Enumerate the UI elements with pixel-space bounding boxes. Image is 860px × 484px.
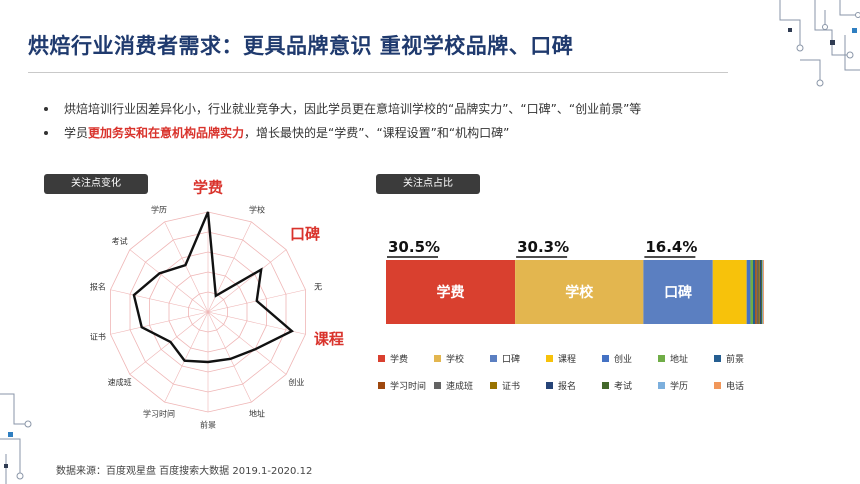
circuit-decoration-bottom-left bbox=[0, 393, 32, 484]
bar-inner-label: 学校 bbox=[565, 284, 594, 301]
bullet-prefix: 学员 bbox=[64, 126, 89, 140]
legend-label: 课程 bbox=[558, 354, 576, 365]
bullet-dot bbox=[44, 131, 48, 135]
bullet-item: 烘焙培训行业因差异化小，行业就业竞争大，因此学员更在意培训学校的“品牌实力”、“… bbox=[44, 100, 641, 124]
legend-label: 创业 bbox=[614, 353, 632, 365]
legend-swatch bbox=[546, 355, 553, 362]
legend-label: 考试 bbox=[614, 380, 632, 392]
radar-axis-label: 学历 bbox=[151, 205, 167, 215]
bar-segment-口碑 bbox=[643, 260, 713, 324]
bar-inner-label: 学费 bbox=[437, 284, 465, 301]
radar-axis-label: 速成班 bbox=[108, 377, 132, 387]
bar-segment-电话 bbox=[763, 260, 764, 324]
radar-spoke bbox=[129, 249, 209, 313]
bullet-item: 学员更加务实和在意机构品牌实力，增长最快的是“学费”、“课程设置”和“机构口碑” bbox=[44, 124, 641, 148]
bar-segment-速成班 bbox=[756, 260, 759, 324]
legend-label: 报名 bbox=[558, 380, 576, 392]
radar-spoke bbox=[110, 289, 209, 313]
legend-swatch bbox=[434, 355, 441, 362]
bar-inner-label: 口碑 bbox=[664, 284, 692, 301]
radar-axis-label: 课程 bbox=[314, 330, 344, 348]
radar-axis-label: 无 bbox=[314, 282, 322, 291]
legend-swatch bbox=[378, 355, 385, 362]
radar-axis-label: 地址 bbox=[249, 408, 265, 418]
bar-value-label: 30.5% bbox=[388, 238, 440, 256]
legend-swatch bbox=[658, 382, 665, 389]
data-source: 数据来源：百度观星盘 百度搜索大数据 2019.1-2020.12 bbox=[56, 466, 313, 477]
radar-axis-label: 报名 bbox=[90, 281, 106, 291]
legend-label: 学习时间 bbox=[390, 380, 426, 392]
legend-swatch bbox=[602, 382, 609, 389]
legend-label: 学费 bbox=[390, 353, 408, 365]
bar-segment-创业 bbox=[746, 260, 751, 324]
radar-spoke bbox=[164, 311, 209, 403]
bullet-suffix: ，增长最快的是“学费”、“课程设置”和“机构口碑” bbox=[244, 126, 510, 140]
circuit-decoration-top-right bbox=[779, 0, 860, 87]
legend-swatch bbox=[378, 382, 385, 389]
legend-label: 学校 bbox=[446, 353, 464, 365]
radar-axis-label: 学费 bbox=[193, 179, 223, 197]
bar-segment-前景 bbox=[752, 260, 756, 324]
slide-title: 烘焙行业消费者需求：更具品牌意识 重视学校品牌、口碑 bbox=[28, 34, 574, 58]
legend-label: 速成班 bbox=[446, 380, 473, 392]
legend-label: 证书 bbox=[502, 381, 520, 392]
legend-swatch bbox=[714, 382, 721, 389]
radar-spoke bbox=[207, 311, 252, 403]
bar-value-label: 16.4% bbox=[645, 238, 697, 256]
legend-label: 前景 bbox=[726, 353, 744, 365]
radar-axis-label: 学校 bbox=[249, 205, 265, 215]
bar-segment-证书 bbox=[758, 260, 760, 324]
legend-swatch bbox=[602, 355, 609, 362]
bullet-list: 烘焙培训行业因差异化小，行业就业竞争大，因此学员更在意培训学校的“品牌实力”、“… bbox=[44, 100, 641, 148]
legend-swatch bbox=[546, 382, 553, 389]
radar-axis-label: 口碑 bbox=[290, 225, 320, 243]
legend-label: 地址 bbox=[670, 353, 688, 365]
radar-spoke bbox=[110, 311, 209, 335]
legend-label: 学历 bbox=[670, 380, 688, 392]
bar-segment-考试 bbox=[761, 260, 763, 324]
bar-segment-报名 bbox=[759, 260, 762, 324]
bar-segment-学历 bbox=[762, 260, 764, 324]
bar-segment-学校 bbox=[515, 260, 644, 324]
legend-swatch bbox=[490, 382, 497, 389]
radar-axis-label: 创业 bbox=[288, 377, 304, 387]
radar-chart-title: 关注点变化 bbox=[44, 174, 148, 194]
radar-axis-label: 考试 bbox=[112, 236, 128, 246]
stacked-bar-chart: 30.5%学费30.3%学校16.4%口碑学费 学校 口碑 课程 创业 地址 前景学习时间速… bbox=[378, 238, 764, 392]
radar-spoke bbox=[129, 311, 209, 375]
legend-swatch bbox=[434, 382, 441, 389]
bar-segment-学习时间 bbox=[755, 260, 757, 324]
bullet-dot bbox=[44, 107, 48, 111]
radar-axis-label: 证书 bbox=[90, 332, 106, 342]
bullet-text: 烘焙培训行业因差异化小，行业就业竞争大，因此学员更在意培训学校的“品牌实力”、“… bbox=[64, 102, 642, 116]
legend-swatch bbox=[658, 355, 665, 362]
bar-value-label: 30.3% bbox=[517, 238, 569, 256]
legend-swatch bbox=[490, 355, 497, 362]
bar-chart-title: 关注点占比 bbox=[376, 174, 480, 194]
legend-swatch bbox=[714, 355, 721, 362]
legend-label: 口碑 bbox=[502, 353, 520, 365]
radar-axis-label: 学习时间 bbox=[143, 408, 175, 418]
bullet-highlight: 更加务实和在意机构品牌实力 bbox=[88, 126, 245, 140]
radar-spoke bbox=[207, 249, 287, 313]
radar-spoke bbox=[207, 311, 306, 335]
bar-segment-地址 bbox=[750, 260, 753, 324]
radar-series-line bbox=[132, 211, 294, 364]
legend-label: 电话 bbox=[726, 380, 744, 392]
radar-spoke bbox=[164, 221, 209, 313]
bar-segment-学费 bbox=[386, 260, 516, 324]
bar-segment-课程 bbox=[712, 260, 747, 324]
radar-axis-label: 前景 bbox=[200, 420, 216, 430]
radar-spoke bbox=[207, 311, 287, 375]
title-divider bbox=[28, 72, 728, 73]
